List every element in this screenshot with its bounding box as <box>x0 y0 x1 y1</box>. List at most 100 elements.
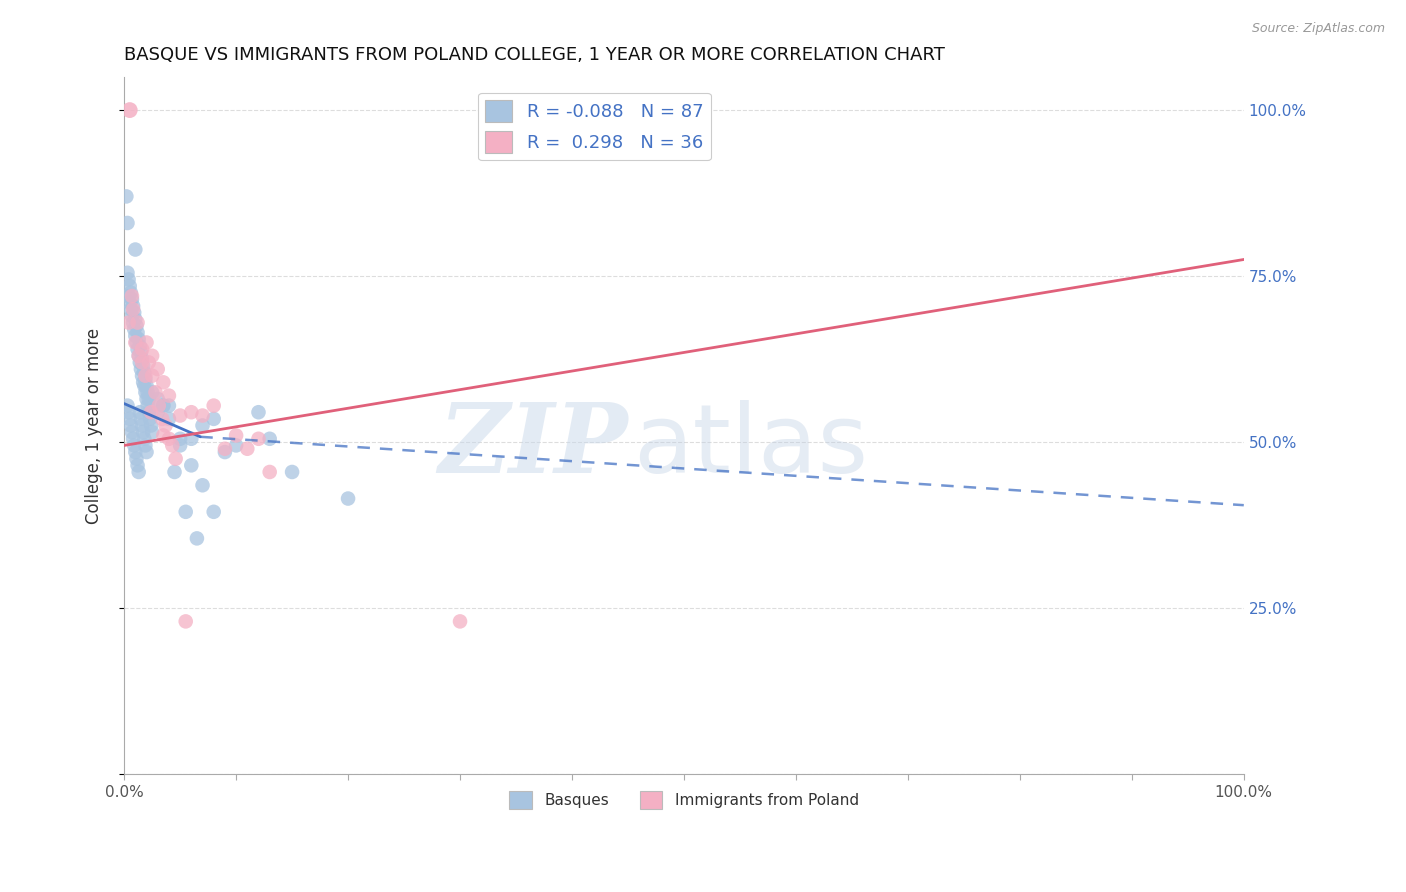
Point <box>214 445 236 459</box>
Point <box>117 399 139 413</box>
Point <box>127 342 149 356</box>
Point <box>146 405 169 419</box>
Point <box>152 376 174 390</box>
Point <box>127 316 149 330</box>
Point <box>122 438 145 452</box>
Point <box>145 385 167 400</box>
Point <box>247 405 270 419</box>
Point <box>135 335 157 350</box>
Point <box>128 355 150 369</box>
Point <box>141 368 163 383</box>
Point <box>134 432 156 446</box>
Point <box>162 438 184 452</box>
Point <box>180 405 202 419</box>
Point <box>134 378 156 392</box>
Point <box>117 405 139 419</box>
Point <box>132 376 155 390</box>
Point <box>134 365 156 379</box>
Point <box>121 309 143 323</box>
Point <box>259 465 281 479</box>
Text: BASQUE VS IMMIGRANTS FROM POLAND COLLEGE, 1 YEAR OR MORE CORRELATION CHART: BASQUE VS IMMIGRANTS FROM POLAND COLLEGE… <box>124 46 945 64</box>
Point <box>157 389 180 403</box>
Point <box>449 615 471 629</box>
Point <box>120 302 142 317</box>
Point <box>146 362 169 376</box>
Point <box>135 445 157 459</box>
Point <box>120 418 142 433</box>
Point <box>122 316 145 330</box>
Point <box>122 322 145 336</box>
Point <box>138 392 160 406</box>
Point <box>131 352 153 367</box>
Text: ZIP: ZIP <box>439 400 628 493</box>
Text: atlas: atlas <box>634 400 869 493</box>
Point <box>139 418 162 433</box>
Point <box>174 615 197 629</box>
Point <box>138 355 160 369</box>
Point <box>141 385 163 400</box>
Point <box>163 465 186 479</box>
Point <box>135 378 157 392</box>
Point <box>117 272 139 286</box>
Point <box>124 243 146 257</box>
Point <box>136 399 159 413</box>
Point <box>157 432 180 446</box>
Point <box>214 442 236 456</box>
Y-axis label: College, 1 year or more: College, 1 year or more <box>86 327 103 524</box>
Point <box>236 442 259 456</box>
Point <box>117 216 139 230</box>
Point <box>152 428 174 442</box>
Point <box>127 458 149 473</box>
Point <box>117 266 139 280</box>
Point <box>174 505 197 519</box>
Point <box>128 405 150 419</box>
Point <box>225 438 247 452</box>
Point <box>136 385 159 400</box>
Point <box>132 359 155 373</box>
Point <box>247 432 270 446</box>
Point <box>134 438 156 452</box>
Legend: Basques, Immigrants from Poland: Basques, Immigrants from Poland <box>503 784 865 815</box>
Point <box>132 425 155 439</box>
Point <box>157 412 180 426</box>
Point <box>128 465 150 479</box>
Point <box>131 418 153 433</box>
Point <box>131 368 153 383</box>
Point <box>118 279 141 293</box>
Point <box>122 305 145 319</box>
Point <box>128 349 150 363</box>
Point <box>131 355 153 369</box>
Point <box>202 399 225 413</box>
Point <box>139 412 162 426</box>
Point <box>125 318 148 333</box>
Point <box>152 399 174 413</box>
Point <box>128 339 150 353</box>
Point <box>191 409 214 423</box>
Point <box>169 438 191 452</box>
Point <box>115 189 138 203</box>
Point <box>134 372 156 386</box>
Point <box>337 491 360 506</box>
Point <box>134 368 156 383</box>
Point <box>148 399 170 413</box>
Point <box>129 345 152 359</box>
Point <box>122 432 145 446</box>
Point <box>138 405 160 419</box>
Point <box>202 412 225 426</box>
Point <box>157 399 180 413</box>
Point <box>202 505 225 519</box>
Point <box>118 103 141 117</box>
Point <box>180 458 202 473</box>
Point <box>259 432 281 446</box>
Point <box>135 392 157 406</box>
Point <box>121 425 143 439</box>
Point <box>131 342 153 356</box>
Point <box>169 432 191 446</box>
Point <box>124 335 146 350</box>
Point <box>180 432 202 446</box>
Point <box>121 293 143 307</box>
Point <box>118 295 141 310</box>
Point <box>169 409 191 423</box>
Point <box>128 332 150 346</box>
Point <box>122 299 145 313</box>
